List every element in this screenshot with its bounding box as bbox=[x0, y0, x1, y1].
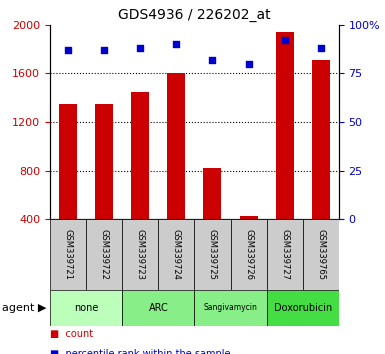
Text: none: none bbox=[74, 303, 98, 313]
Point bbox=[318, 45, 324, 51]
Bar bbox=[167, 73, 186, 219]
Text: GSM339723: GSM339723 bbox=[136, 229, 145, 280]
Text: GSM339724: GSM339724 bbox=[172, 229, 181, 280]
Bar bbox=[276, 32, 294, 219]
Point bbox=[281, 38, 288, 43]
Bar bbox=[194, 290, 266, 326]
Text: ■  count: ■ count bbox=[50, 329, 93, 339]
Bar bbox=[312, 60, 330, 219]
Text: GSM339721: GSM339721 bbox=[64, 229, 73, 280]
Bar bbox=[50, 219, 86, 290]
Bar bbox=[231, 219, 266, 290]
Bar bbox=[95, 104, 113, 219]
Bar bbox=[50, 290, 122, 326]
Bar bbox=[266, 290, 339, 326]
Bar bbox=[303, 219, 339, 290]
Text: ■  percentile rank within the sample: ■ percentile rank within the sample bbox=[50, 349, 231, 354]
Text: agent ▶: agent ▶ bbox=[2, 303, 46, 313]
Point bbox=[65, 47, 71, 53]
Title: GDS4936 / 226202_at: GDS4936 / 226202_at bbox=[118, 8, 271, 22]
Point bbox=[246, 61, 252, 67]
Text: Doxorubicin: Doxorubicin bbox=[274, 303, 332, 313]
Bar bbox=[131, 92, 149, 219]
Text: GSM339725: GSM339725 bbox=[208, 229, 217, 280]
Bar bbox=[158, 219, 194, 290]
Bar bbox=[194, 219, 231, 290]
Bar bbox=[266, 219, 303, 290]
Bar bbox=[59, 104, 77, 219]
Bar bbox=[86, 219, 122, 290]
Point bbox=[173, 41, 179, 47]
Text: GSM339726: GSM339726 bbox=[244, 229, 253, 280]
Point bbox=[137, 45, 143, 51]
Text: Sangivamycin: Sangivamycin bbox=[204, 303, 258, 313]
Point bbox=[101, 47, 107, 53]
Bar bbox=[203, 169, 221, 219]
Text: GSM339722: GSM339722 bbox=[100, 229, 109, 280]
Text: GSM339765: GSM339765 bbox=[316, 229, 325, 280]
Bar bbox=[122, 290, 194, 326]
Point bbox=[209, 57, 216, 63]
Text: GSM339727: GSM339727 bbox=[280, 229, 289, 280]
Bar bbox=[239, 216, 258, 219]
Bar bbox=[122, 219, 158, 290]
Text: ARC: ARC bbox=[149, 303, 168, 313]
